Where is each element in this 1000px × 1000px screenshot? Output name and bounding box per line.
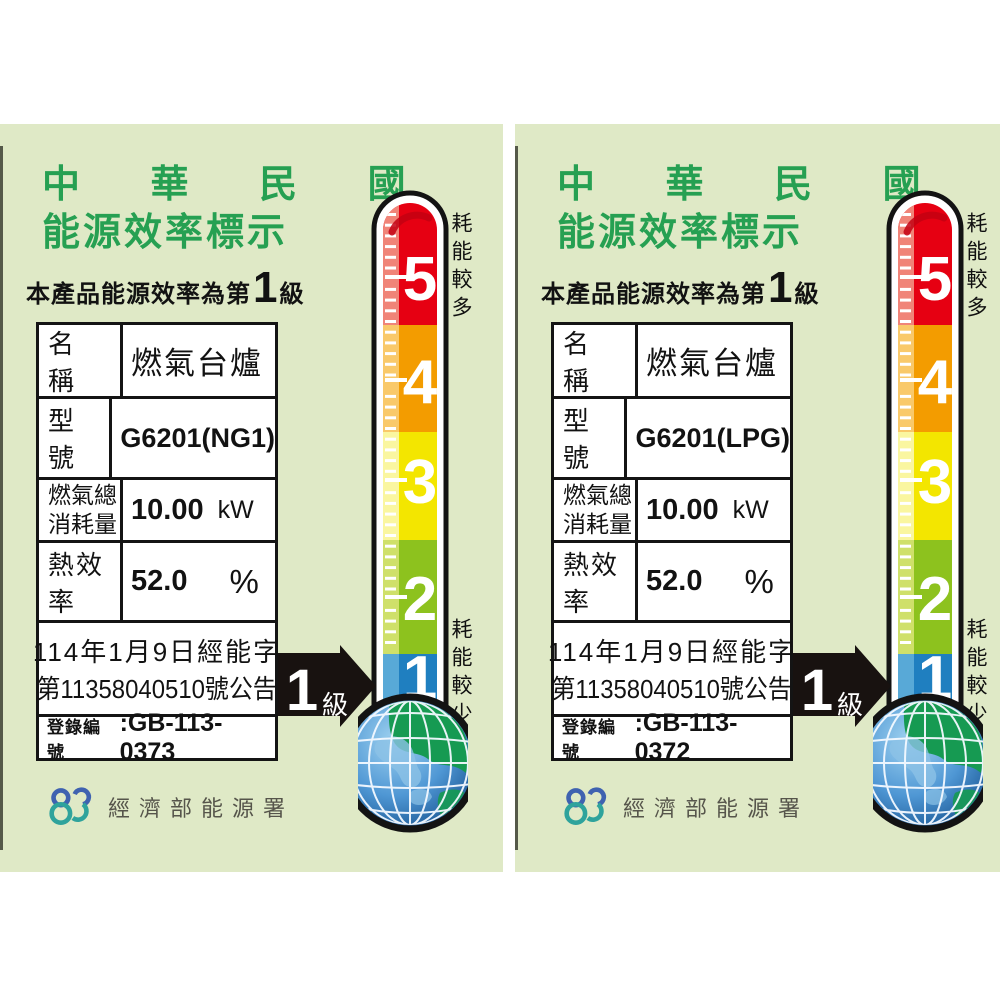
efficiency-value: 52.0 <box>131 565 188 597</box>
caption-more-energy: 耗能較多 <box>449 212 472 324</box>
model-value: G6201(LPG) <box>635 422 790 453</box>
efficiency-value: 52.0 <box>646 565 703 597</box>
consumption-label-line1: 燃氣總 <box>563 482 632 509</box>
grade-line-prefix: 本產品能源效率為第 <box>541 281 766 308</box>
consumption-unit: kW <box>217 495 254 524</box>
announcement-line1: 114年1月9日經能字 <box>547 636 797 667</box>
table-row-announcement: 114年1月9日經能字 第11358040510號公告 <box>548 623 794 717</box>
efficiency-label: 熱效率 <box>48 549 105 617</box>
efficiency-grade-line: 本產品能源效率為第 1 級 <box>26 263 304 312</box>
grade-arrow-suffix: 級 <box>322 690 348 720</box>
tube-cap-shade <box>388 211 433 236</box>
model-value: G6201(NG1) <box>120 422 275 453</box>
name-label: 名 稱 <box>563 328 620 396</box>
energy-label-ng1: 中 華 民 國 能源效率標示 本產品能源效率為第 1 級 名 稱 燃氣台爐 型 … <box>0 124 503 872</box>
grade-arrow-number: 1 <box>801 658 833 723</box>
table-row-consumption: 燃氣總 消耗量 10.00 kW <box>39 480 275 543</box>
model-label: 型 號 <box>48 406 105 473</box>
efficiency-unit: % <box>744 562 774 600</box>
footer: 經濟部能源署 <box>48 786 294 828</box>
grade-line-prefix: 本產品能源效率為第 <box>26 281 251 308</box>
table-row-registration: 登錄編號 :GB-113-0372 <box>554 709 790 766</box>
svg-text:4: 4 <box>403 348 438 417</box>
name-label: 名 稱 <box>48 328 105 396</box>
sheet-cut-edge <box>0 146 3 850</box>
label-title-country: 中 華 民 國 <box>557 164 951 206</box>
grade-arrow-suffix: 級 <box>837 690 863 720</box>
registration-number: :GB-113-0373 <box>119 708 223 766</box>
svg-text:3: 3 <box>918 448 952 517</box>
consumption-label-line2: 消耗量 <box>48 511 117 537</box>
svg-text:3: 3 <box>403 448 437 517</box>
table-row-efficiency: 熱效率 52.0 % <box>554 543 790 623</box>
energy-label-lpg: 中 華 民 國 能源效率標示 本產品能源效率為第 1 級 名 稱 燃氣台爐 型 … <box>515 124 1000 872</box>
footer: 經濟部能源署 <box>563 786 809 828</box>
name-value: 燃氣台爐 <box>646 346 778 381</box>
efficiency-unit: % <box>229 562 259 600</box>
grade-arrow: 1 級 <box>278 645 376 727</box>
announcement-line2: 第11358040510號公告 <box>551 673 793 704</box>
table-row-name: 名 稱 燃氣台爐 <box>554 325 790 399</box>
model-label: 型 號 <box>563 406 620 473</box>
grade-arrow-number: 1 <box>286 658 318 723</box>
svg-text:5: 5 <box>918 245 952 314</box>
grade-line-suffix: 級 <box>279 281 304 308</box>
globe-icon <box>358 693 468 833</box>
sheet-cut-edge <box>515 146 518 850</box>
consumption-unit: kW <box>732 495 769 524</box>
registration-label: 登錄編號 <box>562 717 616 762</box>
grade-number: 1 <box>253 263 278 312</box>
consumption-label-line2: 消耗量 <box>563 511 632 537</box>
consumption-value: 10.00 <box>131 493 204 526</box>
agency-name: 經濟部能源署 <box>108 796 295 821</box>
moea-energy-logo-icon <box>49 787 92 825</box>
registration-number: :GB-113-0372 <box>634 708 738 766</box>
caption-less-energy: 耗能較少 <box>964 618 987 730</box>
efficiency-label: 熱效率 <box>563 549 620 617</box>
globe-icon <box>873 693 983 833</box>
spec-table: 名 稱 燃氣台爐 型 號 G6201(LPG) 燃氣總 消耗量 10.00 kW… <box>548 322 794 766</box>
moea-energy-logo-icon <box>564 787 607 825</box>
efficiency-grade-line: 本產品能源效率為第 1 級 <box>541 263 819 312</box>
svg-text:2: 2 <box>918 565 952 634</box>
grade-arrow: 1 級 <box>793 645 891 727</box>
grade-number: 1 <box>768 263 793 312</box>
consumption-label-line1: 燃氣總 <box>48 482 117 509</box>
svg-text:2: 2 <box>403 565 437 634</box>
name-value: 燃氣台爐 <box>131 346 263 381</box>
announcement-line2: 第11358040510號公告 <box>36 673 278 704</box>
grade-line-suffix: 級 <box>794 281 819 308</box>
table-row-registration: 登錄編號 :GB-113-0373 <box>39 709 275 766</box>
svg-text:5: 5 <box>403 245 437 314</box>
table-row-announcement: 114年1月9日經能字 第11358040510號公告 <box>33 623 279 717</box>
table-row-efficiency: 熱效率 52.0 % <box>39 543 275 623</box>
table-row-consumption: 燃氣總 消耗量 10.00 kW <box>554 480 790 543</box>
label-title-country: 中 華 民 國 <box>42 164 436 206</box>
agency-name: 經濟部能源署 <box>623 796 810 821</box>
tube-cap-shade <box>903 211 948 236</box>
label-title-energy: 能源效率標示 <box>42 212 289 254</box>
consumption-value: 10.00 <box>646 493 719 526</box>
label-title-energy: 能源效率標示 <box>557 212 804 254</box>
table-row-model: 型 號 G6201(NG1) <box>39 399 275 480</box>
announcement-line1: 114年1月9日經能字 <box>32 636 282 667</box>
table-row-name: 名 稱 燃氣台爐 <box>39 325 275 399</box>
grade-arrow-shape <box>278 645 376 727</box>
caption-less-energy: 耗能較少 <box>449 618 472 730</box>
grade-arrow-shape <box>793 645 891 727</box>
svg-text:4: 4 <box>918 348 953 417</box>
spec-table: 名 稱 燃氣台爐 型 號 G6201(NG1) 燃氣總 消耗量 10.00 kW… <box>33 322 279 766</box>
registration-label: 登錄編號 <box>47 717 101 762</box>
caption-more-energy: 耗能較多 <box>964 212 987 324</box>
table-row-model: 型 號 G6201(LPG) <box>554 399 790 480</box>
